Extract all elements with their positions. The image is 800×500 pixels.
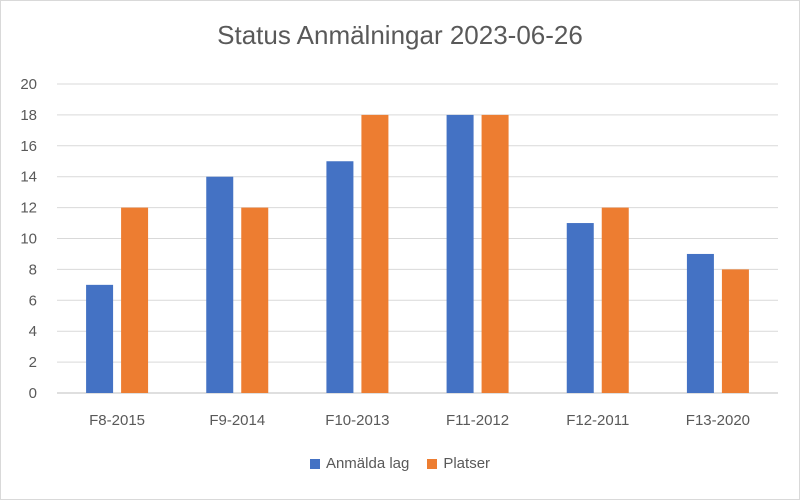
bar-platser-f11-2012: [481, 114, 509, 394]
legend-item-platser: Platser: [427, 455, 490, 472]
bar-platser-f13-2020: [721, 269, 749, 393]
legend-swatch-anmalda-lag: [309, 458, 320, 469]
x-axis-ticks: F8-2015 F9-2014 F10-2013 F11-2012 F12-2011 F1…: [89, 412, 750, 429]
x-tick-label: F8-2015: [89, 412, 145, 429]
bar-platser-f8-2015: [121, 207, 149, 393]
y-axis-ticks: 0 2 4 6 8 10 12 14 16 18 20: [20, 76, 37, 402]
bar-anmalda-lag-f11-2012: [446, 114, 474, 394]
y-tick-label: 16: [20, 138, 37, 155]
legend: Anmälda lag Platser: [0, 455, 800, 472]
bar-platser-f9-2014: [241, 207, 269, 393]
bar-anmalda-lag-f12-2011: [566, 223, 594, 393]
x-tick-label: F9-2014: [209, 412, 265, 429]
chart-title: Status Anmälningar 2023-06-26: [217, 20, 583, 50]
y-tick-label: 20: [20, 76, 37, 93]
x-tick-label: F10-2013: [325, 412, 389, 429]
gridlines: [57, 83, 778, 394]
y-tick-label: 2: [29, 354, 37, 371]
y-tick-label: 4: [29, 323, 37, 340]
y-tick-label: 18: [20, 107, 37, 124]
legend-label-platser: Platser: [443, 455, 491, 472]
legend-label-anmalda-lag: Anmälda lag: [325, 455, 410, 472]
x-tick-label: F11-2012: [446, 412, 509, 429]
y-tick-label: 10: [20, 231, 37, 248]
y-tick-label: 6: [29, 292, 37, 309]
y-tick-label: 8: [29, 261, 37, 278]
y-tick-label: 0: [29, 385, 37, 402]
x-tick-label: F12-2011: [566, 412, 629, 429]
bars: [86, 114, 749, 394]
bar-platser-f10-2013: [361, 114, 389, 394]
legend-swatch-platser: [427, 458, 438, 469]
bar-platser-f12-2011: [601, 207, 629, 393]
legend-item-anmalda-lag: Anmälda lag: [309, 455, 410, 472]
bar-anmalda-lag-f9-2014: [206, 176, 234, 393]
bar-anmalda-lag-f10-2013: [326, 161, 354, 393]
bar-anmalda-lag-f8-2015: [86, 284, 114, 393]
y-tick-label: 14: [20, 169, 37, 186]
bar-anmalda-lag-f13-2020: [686, 253, 714, 393]
y-tick-label: 12: [20, 200, 37, 217]
x-tick-label: F13-2020: [686, 412, 750, 429]
